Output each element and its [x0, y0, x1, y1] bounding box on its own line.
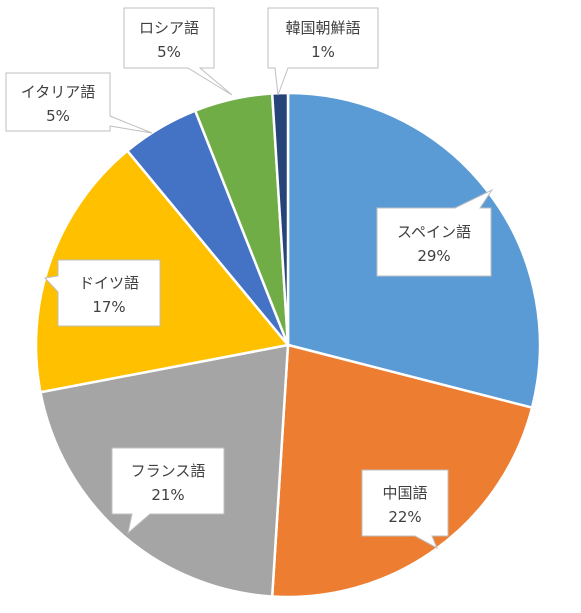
callout-box-7	[267, 7, 379, 96]
slice-value-label-7: 1%	[311, 43, 335, 61]
data-label-callout-7: 韓国朝鮮語 1%	[267, 7, 379, 96]
callouts-layer: スペイン語29%中国語22%フランス語21%ドイツ語17%イタリア語5%ロシア語…	[5, 7, 494, 550]
slice-value-label-1: 29%	[417, 247, 450, 265]
data-label-callout-2: 中国語 22%	[361, 469, 449, 550]
slice-value-label-4: 17%	[92, 298, 125, 316]
slices-layer	[34, 91, 542, 599]
slice-value-label-2: 22%	[388, 508, 421, 526]
slice-label-2: 中国語	[382, 484, 427, 502]
data-label-callout-5: イタリア語 5%	[5, 72, 153, 134]
callout-box-2	[361, 469, 449, 550]
data-label-callout-6: ロシア語 5%	[123, 7, 233, 96]
callout-box-1	[376, 188, 494, 277]
callout-box-4	[43, 259, 161, 327]
callout-box-3	[111, 447, 225, 535]
slice-label-4: ドイツ語	[79, 274, 139, 292]
slice-label-7: 韓国朝鮮語	[285, 19, 360, 37]
data-label-callout-4: ドイツ語 17%	[43, 259, 161, 327]
data-label-callout-3: フランス語 21%	[111, 447, 225, 535]
slice-label-3: フランス語	[131, 462, 206, 480]
callout-box-5	[5, 72, 153, 134]
pie-slice-4	[34, 149, 291, 394]
slice-label-6: ロシア語	[139, 19, 199, 37]
slice-value-label-3: 21%	[151, 486, 184, 504]
slice-label-1: スペイン語	[397, 223, 471, 241]
callout-box-6	[123, 7, 233, 96]
slice-value-label-6: 5%	[157, 43, 181, 61]
data-label-callout-1: スペイン語 29%	[376, 188, 494, 277]
slice-label-5: イタリア語	[21, 83, 95, 101]
pie-slice-7	[270, 91, 290, 346]
slice-value-label-5: 5%	[46, 107, 70, 125]
